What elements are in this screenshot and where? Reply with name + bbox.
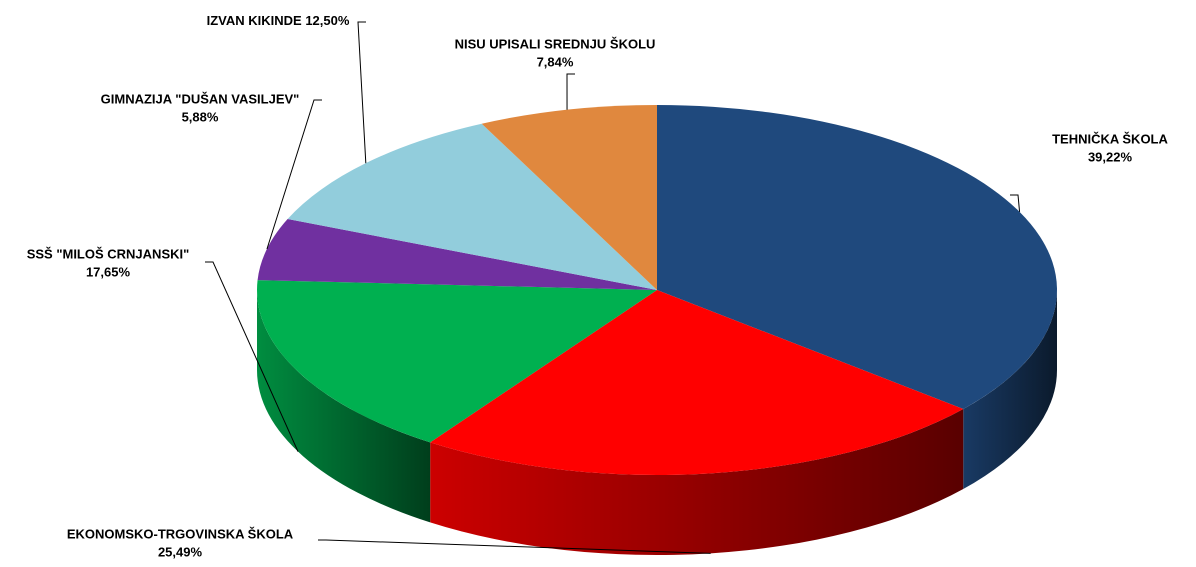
slice-side <box>430 409 964 555</box>
label-name: IZVAN KIKINDE <box>207 13 302 28</box>
label-value: 17,65% <box>86 264 131 279</box>
leader-line <box>205 261 299 452</box>
label-value: 7,84% <box>537 54 574 69</box>
label-name: NISU UPISALI SREDNJU ŠKOLU <box>455 36 656 51</box>
label-value: 39,22% <box>1088 149 1133 164</box>
leader-line <box>266 99 322 250</box>
data-label: IZVAN KIKINDE 12,50% <box>207 13 350 28</box>
label-name: GIMNAZIJA "DUŠAN VASILJEV" <box>101 91 300 106</box>
label-value: 5,88% <box>182 109 219 124</box>
leader-line <box>318 539 711 554</box>
label-name: TEHNIČKA ŠKOLA <box>1052 131 1168 146</box>
slice-side <box>963 290 1057 490</box>
slice <box>657 105 1057 410</box>
slice-side <box>257 290 431 523</box>
slice <box>257 219 657 290</box>
slice <box>430 290 964 476</box>
label-name: EKONOMSKO-TRGOVINSKA ŠKOLA <box>67 526 294 541</box>
label-value: 25,49% <box>158 544 203 559</box>
slice <box>481 105 657 290</box>
leader-line <box>566 73 575 110</box>
slice <box>257 280 657 443</box>
slice <box>287 123 657 291</box>
leader-line <box>357 21 367 164</box>
label-value: 12,50% <box>305 13 350 28</box>
leader-line <box>1010 194 1021 212</box>
label-name: SSŠ "MILOŠ CRNJANSKI" <box>27 246 190 261</box>
